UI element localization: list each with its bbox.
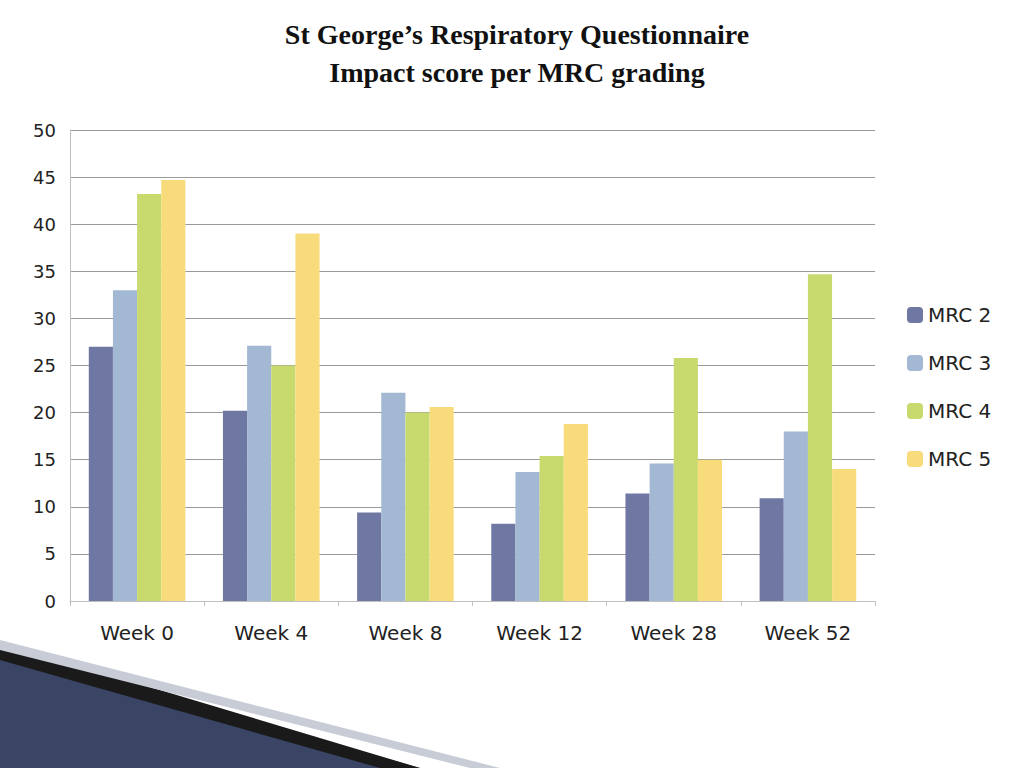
svg-text:MRC 3: MRC 3 bbox=[928, 351, 991, 375]
svg-text:40: 40 bbox=[33, 214, 56, 235]
svg-text:35: 35 bbox=[33, 261, 56, 282]
svg-text:Week 8: Week 8 bbox=[368, 621, 442, 645]
svg-text:50: 50 bbox=[33, 120, 56, 141]
svg-text:St George’s Respiratory Questi: St George’s Respiratory Questionnaire bbox=[285, 19, 749, 50]
svg-text:MRC 4: MRC 4 bbox=[928, 399, 991, 423]
svg-text:0: 0 bbox=[45, 591, 56, 612]
svg-text:5: 5 bbox=[45, 543, 56, 564]
svg-text:MRC 5: MRC 5 bbox=[928, 447, 991, 471]
svg-text:Week 0: Week 0 bbox=[100, 621, 174, 645]
svg-text:Week 52: Week 52 bbox=[765, 621, 852, 645]
svg-text:15: 15 bbox=[33, 449, 56, 470]
svg-text:Week 28: Week 28 bbox=[630, 621, 717, 645]
svg-text:45: 45 bbox=[33, 167, 56, 188]
svg-text:25: 25 bbox=[33, 355, 56, 376]
svg-text:Week 4: Week 4 bbox=[234, 621, 308, 645]
svg-text:10: 10 bbox=[33, 496, 56, 517]
svg-text:Week 12: Week 12 bbox=[496, 621, 583, 645]
svg-text:MRC 2: MRC 2 bbox=[928, 303, 991, 327]
svg-text:Impact score per MRC grading: Impact score per MRC grading bbox=[329, 57, 704, 88]
svg-text:20: 20 bbox=[33, 402, 56, 423]
svg-text:30: 30 bbox=[33, 308, 56, 329]
